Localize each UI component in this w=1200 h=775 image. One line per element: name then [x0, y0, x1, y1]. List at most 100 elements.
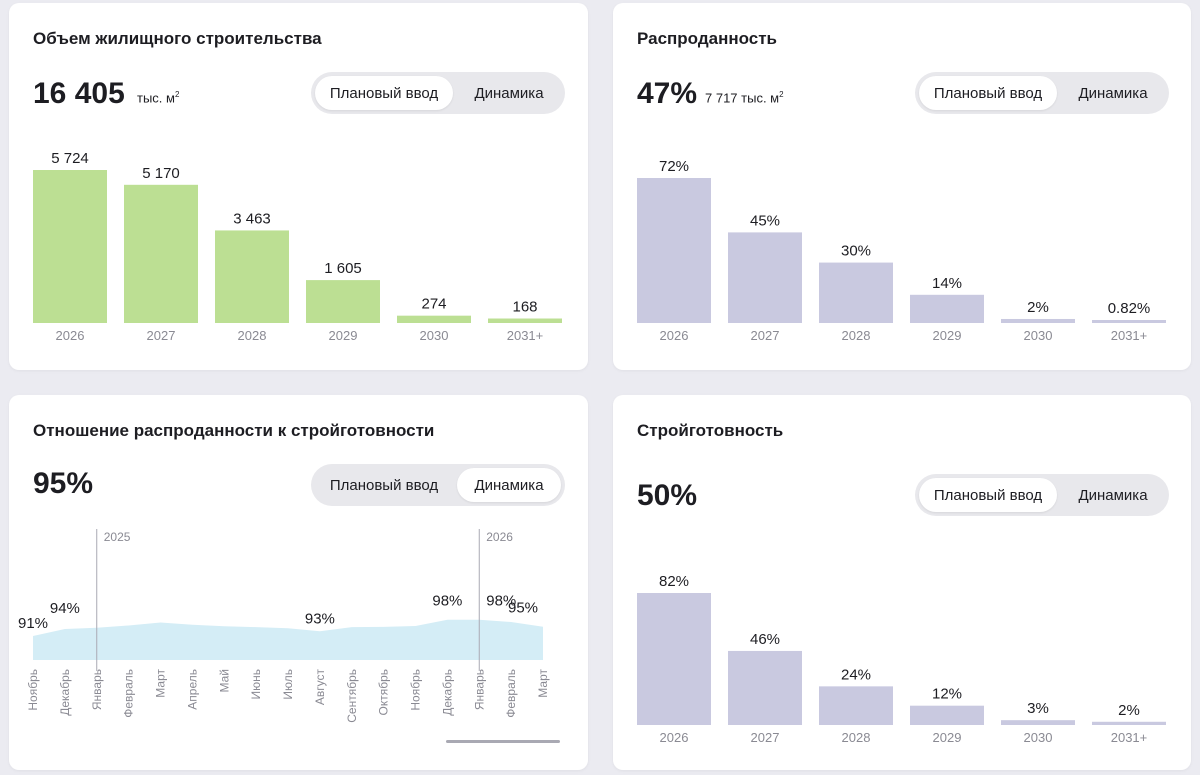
bar-value-label: 30% — [841, 243, 871, 260]
bar-value-label: 2% — [1027, 299, 1049, 316]
bar-2026 — [637, 593, 711, 725]
x-tick-label: 2029 — [933, 730, 962, 745]
x-tick-label: Март — [154, 669, 168, 698]
card-title: Отношение распроданности к стройготовнос… — [33, 421, 435, 440]
bar-2031+ — [488, 318, 562, 323]
x-tick-label: Апрель — [185, 669, 199, 710]
x-tick-label: 2030 — [420, 328, 449, 343]
x-tick-label: 2030 — [1024, 328, 1053, 343]
bar-value-label: 5 170 — [142, 165, 180, 182]
bar-2028 — [819, 686, 893, 725]
x-tick-label: Июнь — [249, 669, 263, 700]
x-tick-label: Декабрь — [440, 669, 454, 716]
bar-value-label: 46% — [750, 631, 780, 648]
card-title: Объем жилищного строительства — [33, 29, 322, 48]
x-tick-label: 2029 — [329, 328, 358, 343]
year-marker-label: 2025 — [104, 530, 131, 544]
bar-2028 — [215, 230, 289, 323]
bar-value-label: 3 463 — [233, 210, 271, 227]
year-marker-label: 2026 — [486, 530, 513, 544]
total-value: 16 405 — [33, 77, 125, 110]
volume-bar-chart: 5 724 2026 5 170 2027 3 463 2028 1 605 2029 274 2… — [9, 3, 588, 370]
dynamics-tab[interactable]: Динамика — [1078, 486, 1148, 504]
bar-2030 — [1001, 318, 1075, 323]
ratio-value: 95% — [33, 467, 94, 500]
bar-value-label: 3% — [1027, 700, 1049, 717]
bar-value-label: 2% — [1118, 702, 1140, 719]
bar-value-label: 5 724 — [51, 150, 89, 167]
bar-2029 — [306, 280, 380, 323]
plan-tab[interactable]: Плановый ввод — [315, 76, 453, 110]
volume-chart-svg: 5 724 2026 5 170 2027 3 463 2028 1 605 2029 274 2… — [33, 150, 562, 343]
bar-2029 — [910, 294, 984, 323]
bar-2028 — [819, 262, 893, 323]
dynamics-tab[interactable]: Динамика — [474, 84, 544, 102]
view-toggle: Плановый ввод Динамика — [915, 474, 1169, 516]
x-tick-label: 2027 — [147, 328, 176, 343]
x-tick-label: 2030 — [1024, 730, 1053, 745]
sold-unit: 7 717 тыс. м2 — [705, 90, 784, 105]
x-tick-label: Ноябрь — [26, 669, 40, 711]
x-tick-label: Февраль — [504, 669, 518, 718]
x-tick-label: 2026 — [660, 730, 689, 745]
area-series — [33, 619, 543, 660]
x-tick-label: Декабрь — [58, 669, 72, 716]
x-tick-label: 2029 — [933, 328, 962, 343]
x-tick-label: 2028 — [238, 328, 267, 343]
plan-tab[interactable]: Плановый ввод — [919, 76, 1057, 110]
point-value-label: 93% — [305, 610, 335, 627]
x-tick-label: 2026 — [56, 328, 85, 343]
bar-value-label: 1 605 — [324, 260, 362, 277]
readiness-value: 50% — [637, 479, 698, 512]
scrollbar-thumb — [446, 740, 560, 743]
dynamics-tab[interactable]: Динамика — [457, 468, 561, 502]
x-tick-label: Октябрь — [377, 669, 391, 716]
x-tick-label: Февраль — [122, 669, 136, 718]
x-tick-label: Сентябрь — [345, 669, 359, 723]
point-value-label: 94% — [50, 600, 80, 617]
bar-2030 — [1001, 720, 1075, 725]
bar-2027 — [728, 232, 802, 323]
card-sold: Распроданность 47% 7 717 тыс. м2 Плановы… — [613, 3, 1191, 370]
bar-value-label: 14% — [932, 275, 962, 292]
bar-2027 — [124, 184, 198, 323]
bar-value-label: 72% — [659, 158, 689, 175]
x-tick-label: Январь — [90, 669, 104, 710]
card-housing-volume: Объем жилищного строительства 16 405 тыс… — [9, 3, 588, 370]
card-title: Стройготовность — [637, 421, 784, 440]
plan-tab[interactable]: Плановый ввод — [919, 478, 1057, 512]
view-toggle: Плановый ввод Динамика — [915, 72, 1169, 114]
sold-bar-chart: 72% 2026 45% 2027 30% 2028 14% 2029 2% 2030 0.82% 2… — [613, 3, 1191, 370]
unit-sup: 2 — [174, 90, 180, 99]
bar-2029 — [910, 705, 984, 725]
sold-chart-svg: 72% 2026 45% 2027 30% 2028 14% 2029 2% 2030 0.82% 2… — [637, 158, 1166, 343]
sold-value: 47% — [637, 77, 698, 110]
x-tick-label: Март — [536, 669, 550, 698]
x-tick-label: 2027 — [751, 328, 780, 343]
card-ratio: Отношение распроданности к стройготовнос… — [9, 395, 588, 770]
readiness-chart-svg: 82% 2026 46% 2027 24% 2028 12% 2029 3% 2030 2% 2031… — [637, 573, 1166, 745]
point-value-label: 98% — [486, 593, 516, 610]
bar-value-label: 168 — [512, 299, 537, 316]
bar-value-label: 0.82% — [1108, 300, 1151, 317]
readiness-bar-chart: 82% 2026 46% 2027 24% 2028 12% 2029 3% 2030 2% 2031… — [613, 395, 1191, 770]
x-tick-label: 2027 — [751, 730, 780, 745]
x-tick-label: Июль — [281, 669, 295, 700]
unit-text: тыс. м — [137, 90, 175, 106]
x-tick-label: 2031+ — [1111, 730, 1148, 745]
card-readiness: Стройготовность 50% Плановый ввод Динами… — [613, 395, 1191, 770]
bar-2027 — [728, 650, 802, 725]
bar-2026 — [637, 178, 711, 323]
bar-value-label: 82% — [659, 573, 689, 590]
x-tick-label: Январь — [472, 669, 486, 710]
plan-tab[interactable]: Плановый ввод — [329, 476, 439, 494]
bar-2031+ — [1092, 721, 1166, 725]
unit-sup: 2 — [779, 90, 784, 99]
bar-value-label: 24% — [841, 666, 871, 683]
view-toggle: Плановый ввод Динамика — [311, 464, 565, 506]
x-tick-label: 2028 — [842, 730, 871, 745]
point-value-label: 98% — [432, 593, 462, 610]
bar-2031+ — [1092, 320, 1166, 323]
dynamics-tab[interactable]: Динамика — [1078, 84, 1148, 102]
x-tick-label: Август — [313, 669, 327, 706]
